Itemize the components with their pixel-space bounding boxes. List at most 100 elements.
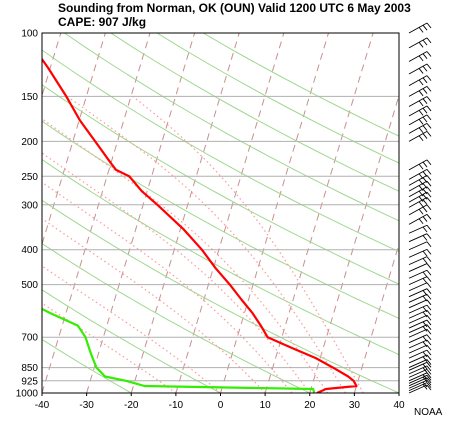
pressure-tick-label: 150	[21, 92, 38, 103]
sounding-lines	[42, 57, 358, 393]
isobar-lines	[42, 32, 399, 394]
wind-barb	[408, 293, 432, 303]
pressure-tick-label: 850	[21, 363, 38, 374]
dewpoint-profile-line	[42, 307, 316, 393]
temperature-tick-label: -30	[79, 400, 94, 411]
wind-barb	[408, 122, 432, 134]
wind-barb	[408, 213, 432, 225]
grid-lines	[0, 33, 450, 393]
noaa-credit: NOAA	[414, 407, 443, 418]
wind-barb	[408, 248, 432, 258]
temperature-tick-label: -40	[35, 400, 50, 411]
isotherm-line	[309, 93, 399, 393]
wind-barb	[408, 309, 432, 319]
temperature-tick-label: 10	[260, 400, 272, 411]
wind-barb	[408, 374, 432, 384]
dry-adiabat-line	[42, 49, 399, 253]
wind-barb	[408, 85, 432, 97]
wind-barb	[408, 365, 432, 375]
pressure-tick-label: 400	[21, 245, 38, 256]
moist-adiabat-line	[66, 95, 346, 393]
wind-barb	[408, 377, 432, 387]
wind-barb	[408, 168, 432, 180]
wind-barb	[408, 241, 432, 251]
isotherm-line	[130, 33, 240, 393]
wind-barb	[408, 114, 432, 126]
wind-barb	[408, 368, 432, 378]
temperature-tick-label: -20	[124, 400, 139, 411]
wind-barb	[408, 96, 432, 107]
wind-barb	[408, 334, 432, 344]
temperature-tick-label: -10	[169, 400, 184, 411]
isotherm-line	[353, 242, 399, 393]
wind-barb	[408, 344, 432, 354]
wind-barb	[408, 75, 432, 86]
wind-barbs	[408, 22, 432, 394]
chart-title: Sounding from Norman, OK (OUN) Valid 120…	[58, 1, 411, 15]
dry-adiabat-line	[110, 33, 399, 192]
dry-adiabat-line	[42, 289, 222, 393]
wind-barb	[408, 276, 432, 286]
wind-barb	[408, 359, 432, 369]
wind-barb	[408, 304, 432, 314]
isotherm-line	[0, 33, 16, 393]
wind-barb	[408, 384, 432, 394]
wind-barb	[408, 37, 432, 49]
temperature-tick-label: 0	[218, 400, 224, 411]
wind-barb	[408, 382, 432, 392]
dry-adiabat-line	[64, 33, 399, 222]
wind-barb	[408, 319, 432, 329]
wind-barb	[408, 22, 432, 34]
pressure-tick-label: 500	[21, 280, 38, 291]
isotherm-line	[86, 33, 196, 393]
temperature-tick-label: 40	[393, 400, 405, 411]
wind-barb	[408, 379, 432, 389]
pressure-tick-labels: 100 150 200 250 300 400 500 700 850 925 1000	[16, 29, 39, 400]
dry-adiabat-line	[42, 199, 399, 393]
pressure-tick-label: 1000	[16, 389, 39, 400]
wind-barb	[408, 354, 432, 364]
wind-barb	[408, 282, 432, 292]
pressure-tick-label: 250	[21, 172, 38, 183]
temperature-tick-labels: -40 -30 -20 -10 0 10 20 30 40	[35, 393, 405, 411]
dry-adiabat-line	[42, 84, 399, 285]
wind-barb	[408, 299, 432, 309]
isotherm-line	[444, 33, 450, 393]
dry-adiabat-line	[42, 338, 133, 393]
wind-barb	[408, 204, 432, 216]
dry-adiabat-line	[42, 120, 399, 319]
dry-adiabat-line	[42, 158, 399, 356]
wind-barb	[408, 314, 432, 324]
wind-barb	[408, 51, 432, 62]
wind-barb	[408, 174, 432, 186]
pressure-tick-label: 200	[21, 137, 38, 148]
isotherm-line	[42, 33, 62, 98]
temperature-profile-line	[42, 57, 358, 393]
wind-barb	[408, 233, 432, 243]
isotherm-line	[42, 33, 106, 246]
pressure-tick-label: 925	[21, 376, 38, 387]
wind-barb	[408, 105, 432, 117]
wind-barb	[408, 328, 432, 338]
dry-adiabat-line	[42, 242, 311, 393]
wind-barb	[408, 339, 432, 349]
temperature-tick-label: 20	[304, 400, 316, 411]
temperature-tick-label: 30	[349, 400, 361, 411]
isotherm-line	[264, 33, 374, 393]
wind-barb	[408, 256, 432, 266]
wind-barb	[408, 186, 432, 198]
wind-barb	[408, 63, 432, 75]
pressure-tick-label: 100	[21, 29, 38, 40]
wind-barb	[408, 196, 432, 208]
moist-adiabat-line	[132, 95, 364, 393]
wind-barb	[408, 180, 432, 192]
wind-barb	[408, 224, 432, 234]
wind-barb	[408, 361, 432, 371]
wind-barb	[408, 191, 432, 203]
wind-barb	[408, 263, 432, 273]
pressure-tick-label: 700	[21, 333, 38, 344]
wind-barb	[408, 159, 432, 171]
wind-barb	[408, 349, 432, 359]
wind-barb	[408, 288, 432, 298]
